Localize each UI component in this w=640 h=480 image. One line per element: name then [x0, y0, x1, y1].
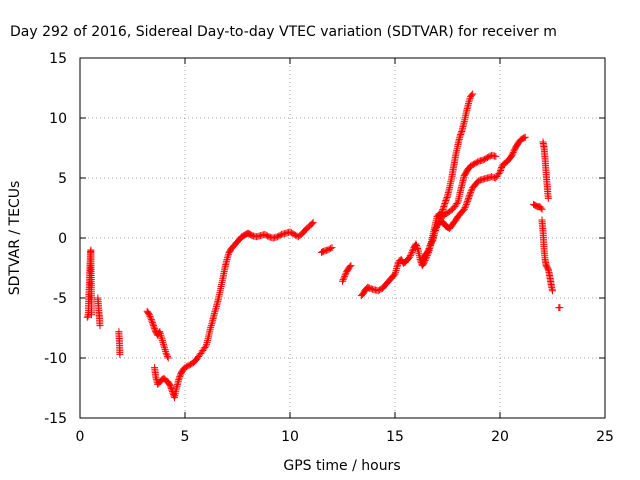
data-point — [434, 221, 441, 228]
data-point — [436, 213, 444, 221]
y-tick-label: 0 — [58, 231, 67, 247]
data-point — [347, 262, 355, 270]
data-point — [521, 133, 529, 141]
grid — [80, 58, 605, 418]
data-point — [148, 319, 156, 327]
data-point — [207, 323, 215, 331]
data-point — [308, 220, 316, 228]
data-point — [509, 148, 517, 156]
data-point — [463, 197, 471, 205]
data-point — [346, 263, 354, 271]
y-axis-title: SDTVAR / TECUs — [7, 181, 23, 296]
data-point — [162, 349, 170, 357]
data-point — [495, 170, 503, 177]
data-point — [413, 242, 420, 249]
x-tick-label: 10 — [281, 429, 299, 445]
data-point — [460, 205, 468, 213]
data-point — [116, 350, 124, 358]
data-point — [392, 268, 399, 276]
data-point — [426, 243, 434, 251]
data-point — [339, 277, 346, 285]
y-tick-label: -10 — [44, 351, 67, 367]
data-point — [457, 129, 465, 137]
data-point — [83, 313, 91, 321]
data-point — [341, 272, 349, 280]
y-tick-label: -5 — [53, 291, 67, 307]
y-tick-label: -15 — [44, 411, 67, 427]
data-point — [440, 203, 448, 210]
data-point — [407, 250, 415, 258]
data-point — [145, 311, 153, 319]
data-point — [224, 252, 232, 260]
data-point — [461, 204, 469, 212]
data-point — [509, 150, 517, 158]
data-point — [203, 340, 210, 348]
data-point — [157, 331, 165, 339]
x-tick-label: 25 — [596, 429, 614, 445]
data-point — [408, 248, 416, 256]
data-point — [163, 351, 171, 359]
data-point — [88, 311, 95, 319]
data-point — [96, 322, 104, 330]
data-point — [442, 195, 450, 203]
data-point — [492, 152, 500, 160]
data-point — [394, 260, 402, 268]
data-point — [497, 167, 504, 174]
data-point — [465, 98, 473, 106]
data-point — [341, 271, 349, 279]
data-point — [520, 134, 528, 142]
x-tick-label: 15 — [386, 429, 404, 445]
data-point — [211, 308, 219, 316]
y-tick-label: 15 — [49, 51, 67, 67]
data-point — [167, 385, 175, 393]
data-point — [327, 244, 335, 252]
plot-frame — [79, 57, 606, 419]
x-tick-label: 0 — [76, 429, 85, 445]
data-point — [309, 218, 317, 226]
data-point — [549, 287, 556, 295]
data-point — [159, 338, 167, 346]
data-point — [467, 187, 475, 195]
data-point — [438, 209, 446, 216]
data-point — [432, 225, 440, 233]
data-point — [469, 90, 477, 98]
data-point — [150, 323, 158, 331]
data-point — [468, 91, 476, 99]
data-point — [390, 271, 398, 279]
data-point — [201, 344, 209, 351]
x-tick-label: 5 — [181, 429, 190, 445]
chart-title: Day 292 of 2016, Sidereal Day-to-day VTE… — [10, 24, 557, 40]
data-point — [406, 253, 414, 261]
data-point — [465, 193, 473, 201]
data-marks — [83, 90, 564, 402]
x-axis-title: GPS time / hours — [283, 458, 400, 474]
data-point — [409, 247, 416, 255]
axis-ticks: 0 5 10 15 20 25 -15 -10 -5 0 5 10 15 — [44, 51, 614, 445]
data-point — [467, 188, 475, 196]
data-point — [340, 274, 348, 282]
data-point — [339, 276, 347, 284]
y-tick-label: 10 — [49, 111, 67, 127]
data-point — [462, 202, 470, 210]
data-point — [161, 344, 168, 352]
data-point — [556, 304, 564, 312]
data-point — [544, 194, 552, 202]
data-point — [164, 354, 172, 362]
data-point — [175, 374, 183, 382]
data-point — [147, 314, 155, 322]
data-point — [406, 252, 414, 260]
data-point — [328, 244, 336, 252]
data-point — [453, 200, 461, 207]
data-point — [538, 205, 546, 213]
data-point — [428, 238, 436, 246]
data-point — [537, 204, 545, 212]
x-tick-label: 20 — [491, 429, 509, 445]
data-point — [164, 352, 171, 360]
y-tick-label: 5 — [58, 171, 67, 187]
data-point — [146, 312, 154, 320]
